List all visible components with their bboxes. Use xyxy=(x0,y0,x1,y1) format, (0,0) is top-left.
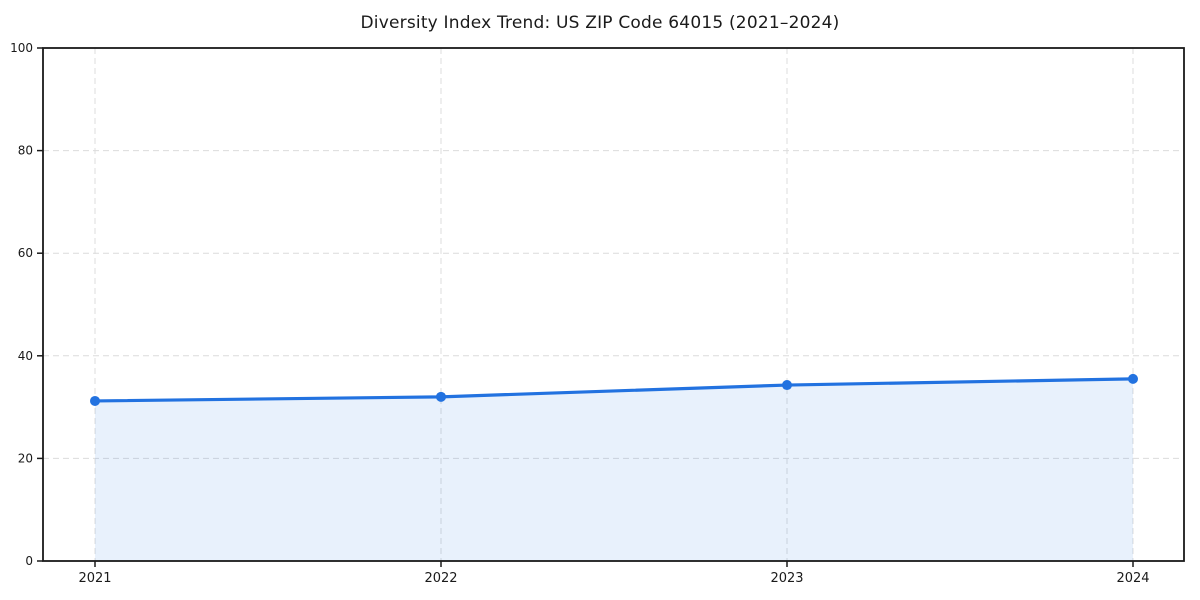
x-axis-tick-label: 2021 xyxy=(78,571,111,586)
x-axis-tick-label: 2024 xyxy=(1116,571,1149,586)
chart-title: Diversity Index Trend: US ZIP Code 64015… xyxy=(360,13,840,33)
y-axis-tick-label: 20 xyxy=(18,451,33,465)
y-axis-tick-label: 100 xyxy=(10,41,33,55)
plot-border xyxy=(42,47,1185,562)
x-axis-tick-label: 2023 xyxy=(770,571,803,586)
series-area-fill xyxy=(95,378,1133,561)
y-axis-tick-label: 0 xyxy=(25,554,33,568)
y-axis-tick-label: 60 xyxy=(18,246,33,260)
y-axis-tick-label: 40 xyxy=(18,349,33,363)
data-point-marker xyxy=(436,391,446,402)
data-point-marker xyxy=(90,395,100,406)
data-point-marker xyxy=(782,380,792,391)
data-point-marker xyxy=(1128,373,1138,384)
x-axis-tick-label: 2022 xyxy=(424,571,457,586)
y-axis-tick-label: 80 xyxy=(18,144,33,158)
series-line xyxy=(93,377,1135,403)
